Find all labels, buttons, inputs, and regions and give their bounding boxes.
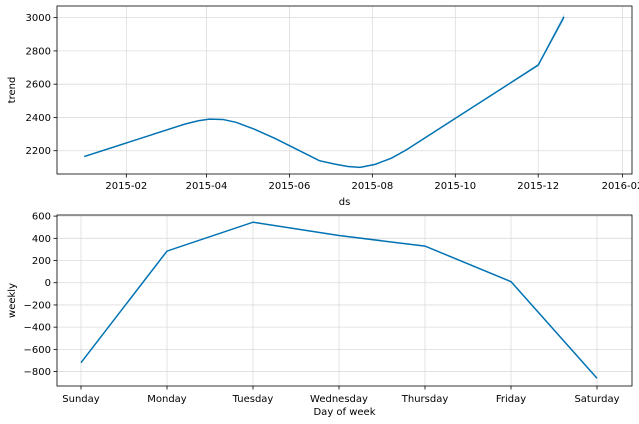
y-tick-label: 0: [45, 278, 51, 289]
trend-plot-frame: [56, 5, 633, 175]
y-tick-label: −800: [24, 367, 51, 378]
y-tick-label: 200: [32, 256, 51, 267]
x-tick-label: 2015-06: [269, 181, 311, 192]
x-tick-label: 2015-04: [186, 181, 228, 192]
y-tick-label: 2600: [26, 80, 51, 91]
trend-chart: 2015-02 2015-04 2015-06 2015-08 2015-10 2015-…: [7, 5, 639, 208]
y-tick-label: 3000: [26, 13, 51, 24]
x-tick-label: 2016-02: [602, 181, 639, 192]
y-tick-label: 2800: [26, 46, 51, 57]
x-tick-label: 2015-12: [517, 181, 559, 192]
x-tick-label: 2015-10: [434, 181, 476, 192]
weekly-plot-frame: [56, 214, 633, 387]
x-tick-label: Thursday: [401, 394, 449, 405]
x-tick-label: Monday: [147, 394, 187, 405]
y-axis-label: weekly: [7, 283, 18, 318]
y-tick-label: −600: [24, 345, 51, 356]
x-tick-label: Tuesday: [232, 394, 274, 405]
x-tick-label: Sunday: [62, 394, 99, 405]
y-tick-label: 2400: [26, 113, 51, 124]
y-tick-label: −400: [24, 323, 51, 334]
x-tick-label: Wednesday: [310, 394, 368, 405]
x-tick-label: Friday: [496, 394, 526, 405]
y-tick-label: −200: [24, 300, 51, 311]
weekly-chart: Sunday Monday Tuesday Wednesday Thursday Frid…: [7, 212, 633, 418]
x-tick-label: Saturday: [574, 394, 619, 405]
y-tick-label: 600: [32, 212, 51, 223]
x-axis-label: Day of week: [313, 407, 375, 418]
y-tick-label: 2200: [26, 146, 51, 157]
x-tick-label: 2015-02: [105, 181, 147, 192]
weekly-line: [80, 221, 598, 379]
y-tick-label: 400: [32, 234, 51, 245]
uncertainty-band: [84, 13, 565, 168]
y-axis-label: trend: [7, 77, 18, 104]
x-tick-label: 2015-08: [351, 181, 393, 192]
trend-line: [83, 16, 565, 169]
x-axis-label: ds: [339, 197, 351, 208]
